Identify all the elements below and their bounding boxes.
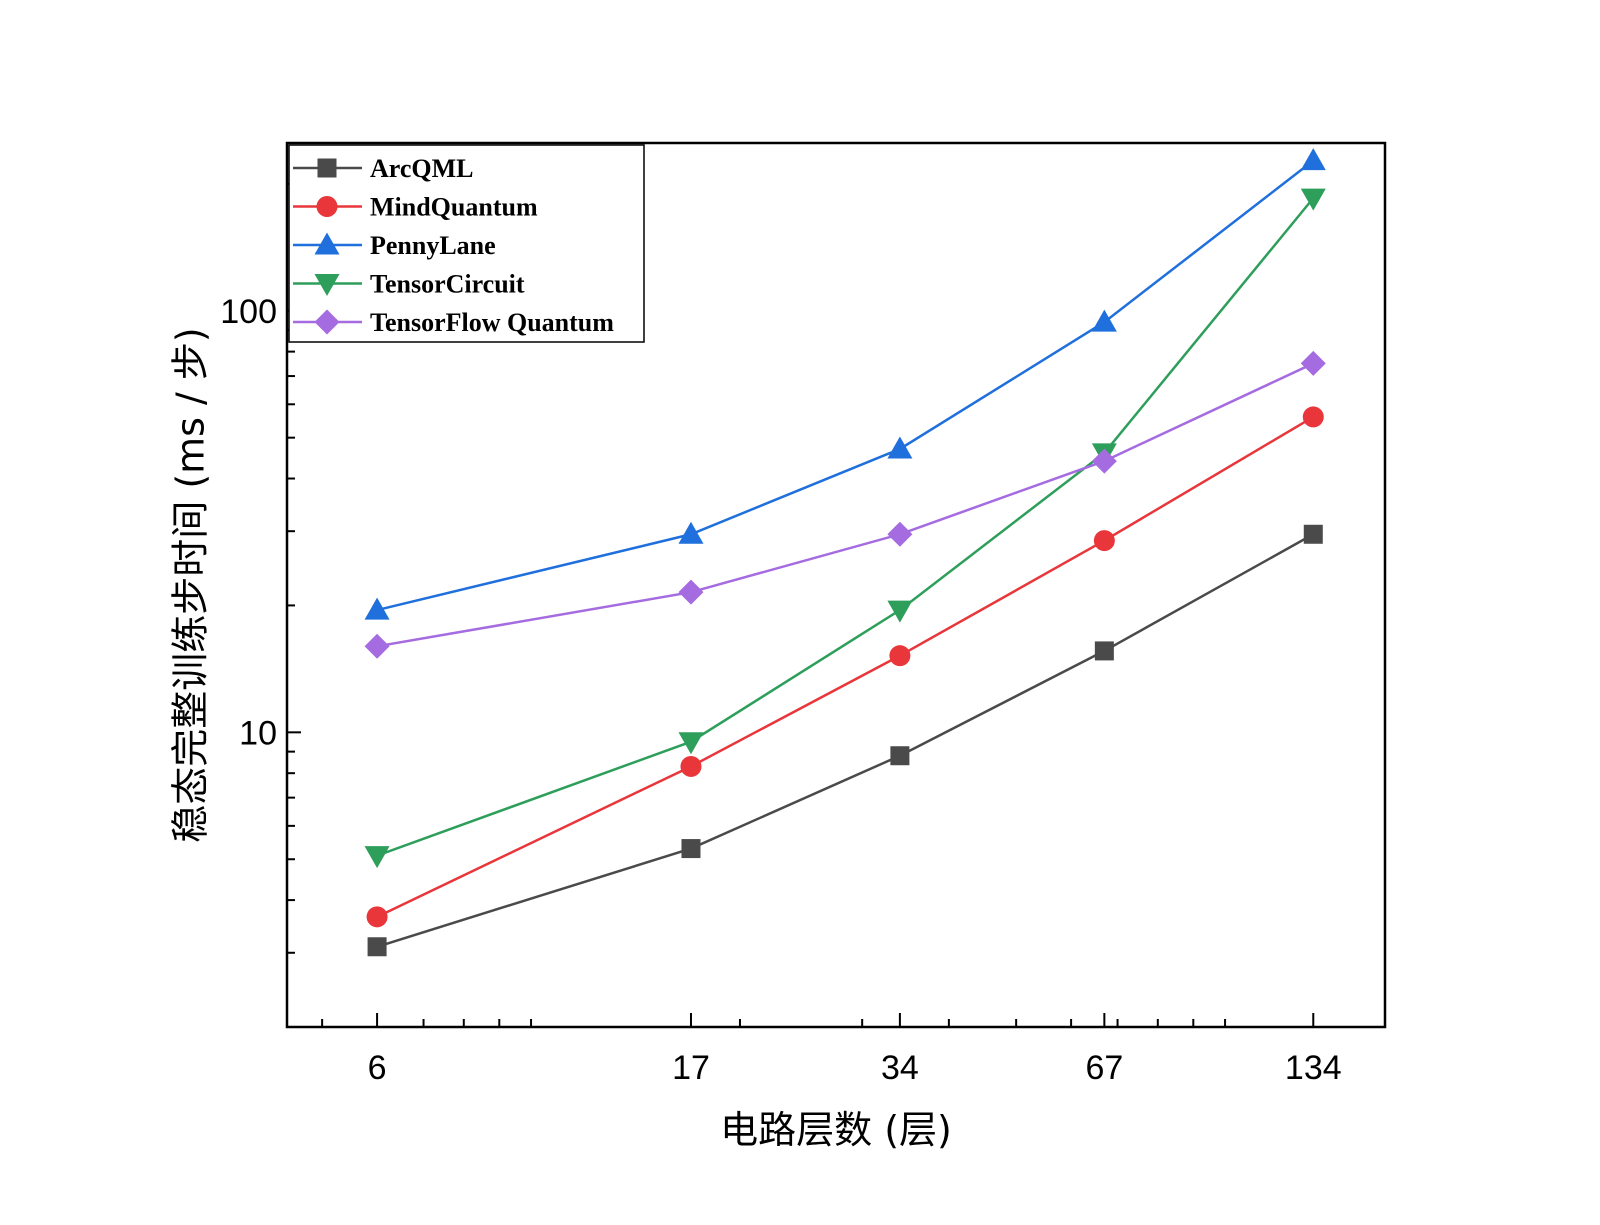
x-tick-label: 17 — [672, 1049, 710, 1087]
data-point-tensorcircuit — [887, 600, 913, 623]
legend-label: ArcQML — [370, 154, 474, 183]
data-point-arcqml — [1094, 641, 1114, 661]
legend-marker — [317, 158, 337, 178]
x-axis-title: 电路层数 (层) — [720, 1108, 952, 1152]
data-point-arcqml — [1303, 524, 1323, 544]
y-axis-title: 稳态完整训练步时间 (ms / 步) — [168, 327, 212, 843]
x-tick-label: 67 — [1085, 1049, 1123, 1087]
y-tick-label: 100 — [220, 293, 277, 331]
data-point-tensorflow-quantum — [1300, 350, 1326, 376]
data-point-pennylane — [1091, 309, 1117, 332]
data-point-tensorflow-quantum — [678, 579, 704, 605]
data-point-tensorcircuit — [678, 732, 704, 755]
plot-area-border — [285, 141, 1387, 1029]
data-point-mindquantum — [889, 645, 911, 667]
legend-marker — [316, 196, 338, 217]
series-pennylane — [364, 148, 1326, 620]
legend-label: TensorCircuit — [370, 270, 525, 299]
legend-item-tensorcircuit: TensorCircuit — [293, 270, 525, 299]
data-point-tensorflow-quantum — [887, 521, 913, 547]
legend-marker — [314, 309, 340, 335]
legend-label: MindQuantum — [370, 193, 538, 222]
data-point-pennylane — [364, 597, 390, 620]
legend-item-tensorflow-quantum: TensorFlow Quantum — [293, 308, 614, 337]
legend-item-pennylane: PennyLane — [293, 231, 496, 260]
data-point-mindquantum — [680, 755, 702, 777]
legend: ArcQML MindQuantum PennyLane TensorCircuit T… — [288, 144, 645, 343]
data-point-tensorflow-quantum — [364, 633, 390, 659]
x-tick-label: 134 — [1285, 1049, 1342, 1087]
y-axis-ticks: 10 100 — [220, 182, 301, 1028]
data-point-arcqml — [890, 746, 910, 766]
data-point-tensorcircuit — [1300, 188, 1326, 211]
data-point-tensorcircuit — [364, 846, 390, 869]
legend-marker — [314, 232, 340, 255]
x-tick-label: 34 — [881, 1049, 919, 1087]
data-point-arcqml — [681, 839, 701, 859]
series-arcqml — [367, 524, 1323, 957]
data-point-mindquantum — [366, 906, 388, 928]
plot-frame — [285, 141, 1387, 1029]
data-point-mindquantum — [1093, 530, 1115, 552]
legend-marker — [314, 274, 340, 296]
data-point-mindquantum — [1302, 406, 1324, 428]
data-point-pennylane — [678, 521, 704, 544]
x-axis-ticks: 6 17 34 67 134 — [321, 1013, 1342, 1087]
legend-label: TensorFlow Quantum — [370, 308, 614, 337]
y-tick-label: 10 — [239, 714, 277, 752]
legend-item-mindquantum: MindQuantum — [293, 193, 538, 222]
legend-item-arcqml: ArcQML — [293, 154, 474, 183]
legend-box — [288, 144, 645, 343]
series-tensorcircuit — [364, 188, 1326, 869]
data-point-tensorflow-quantum — [1091, 448, 1117, 474]
data-point-arcqml — [367, 937, 387, 957]
series-tensorflow-quantum — [364, 350, 1326, 659]
legend-label: PennyLane — [370, 231, 496, 260]
series-layer — [364, 148, 1326, 957]
series-mindquantum — [366, 406, 1324, 928]
data-point-pennylane — [887, 436, 913, 459]
x-tick-label: 6 — [368, 1049, 387, 1087]
data-point-pennylane — [1300, 148, 1326, 171]
